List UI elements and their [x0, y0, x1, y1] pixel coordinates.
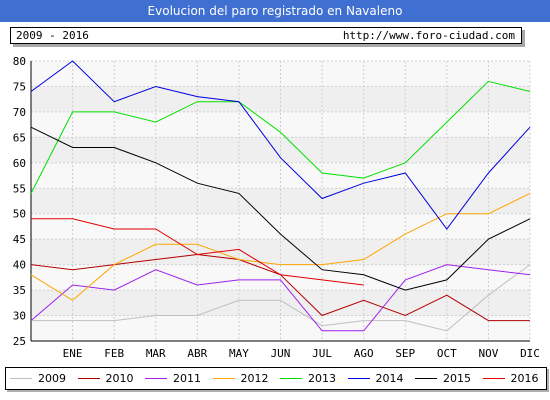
x-tick-label: NOV	[478, 347, 498, 360]
legend-label: 2012	[240, 372, 269, 385]
x-tick-label: ENE	[63, 347, 83, 360]
y-tick-label: 65	[13, 131, 26, 144]
x-tick-label: FEB	[104, 347, 124, 360]
legend-label: 2015	[443, 372, 471, 385]
legend-swatch	[280, 378, 302, 379]
info-bar: 2009 - 2016 http://www.foro-ciudad.com	[10, 27, 522, 44]
x-tick-label: SEP	[395, 347, 415, 360]
legend-swatch	[347, 378, 370, 379]
y-tick-label: 50	[13, 208, 26, 221]
y-tick-label: 40	[13, 259, 26, 272]
series-line-2014	[30, 60, 531, 230]
x-tick-label: JUL	[312, 347, 332, 360]
series-line-2011	[30, 264, 531, 332]
x-tick-label: MAR	[146, 347, 166, 360]
x-tick-label: JUN	[271, 347, 291, 360]
period-label: 2009 - 2016	[16, 29, 89, 42]
x-tick-label: MAY	[229, 347, 249, 360]
x-tick-label: DIC	[520, 347, 540, 360]
y-tick-label: 45	[13, 233, 26, 246]
series-line-2012	[30, 192, 531, 301]
legend-swatch	[482, 378, 505, 379]
legend-swatch	[77, 378, 100, 379]
y-tick-label: 60	[13, 157, 26, 170]
legend-label: 2016	[510, 372, 539, 385]
chart-title: Evolucion del paro registrado en Navalen…	[0, 0, 550, 22]
legend-label: 2011	[173, 372, 201, 385]
legend-swatch	[10, 378, 32, 379]
y-tick-label: 70	[13, 106, 26, 119]
y-tick-label: 80	[13, 55, 26, 68]
legend-label: 2009	[38, 372, 66, 385]
legend-swatch	[145, 378, 167, 379]
y-tick-label: 25	[13, 335, 26, 348]
y-tick-label: 35	[13, 284, 26, 297]
source-url: http://www.foro-ciudad.com	[342, 29, 515, 42]
series-line-2009	[31, 264, 531, 332]
y-tick-label: 75	[13, 80, 26, 93]
x-tick-label: OCT	[437, 347, 457, 360]
x-tick-label: AGO	[354, 347, 374, 360]
series-line-2015	[30, 126, 531, 291]
legend-label: 2014	[375, 372, 404, 385]
y-tick-label: 30	[13, 310, 26, 323]
y-tick-label: 55	[13, 182, 26, 195]
series-line-2013	[30, 80, 531, 194]
legend-swatch	[212, 378, 235, 379]
plot-band	[31, 239, 530, 265]
legend-label: 2010	[105, 372, 134, 385]
series-line-2016	[31, 218, 364, 286]
legend-label: 2013	[308, 372, 336, 385]
x-tick-label: ABR	[187, 347, 207, 360]
legend-swatch	[415, 378, 437, 379]
chart-legend: 2009 2010 2011 2012 2013 2014 2015 2016	[5, 367, 547, 390]
